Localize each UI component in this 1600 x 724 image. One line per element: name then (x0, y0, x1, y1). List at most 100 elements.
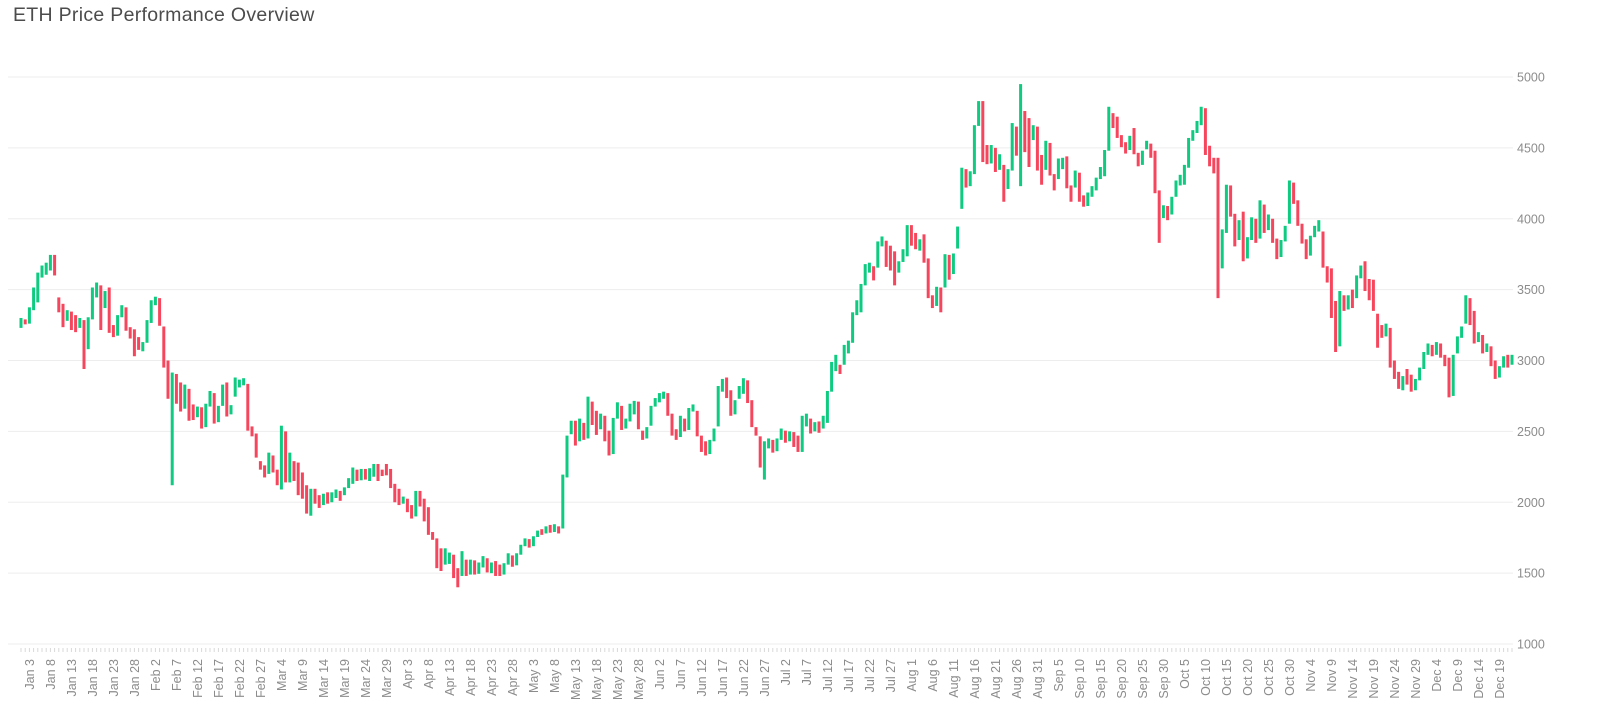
candle-up (565, 435, 569, 478)
candle-up (649, 405, 653, 426)
candle-up (1191, 130, 1195, 141)
x-axis-tick-label: Dec 19 (1493, 659, 1507, 699)
candle-up (1258, 200, 1262, 239)
candle-down (594, 410, 598, 435)
x-axis-tick-label: Nov 9 (1325, 659, 1339, 692)
candle-down (162, 326, 166, 368)
candle-up (145, 320, 149, 343)
candle-down (914, 232, 918, 250)
candle-up (1279, 240, 1283, 258)
candle-down (582, 422, 586, 440)
candle-down (1292, 182, 1296, 204)
candle-down (939, 287, 943, 313)
candle-down (439, 548, 443, 571)
candle-down (1119, 135, 1123, 148)
candle-up (44, 262, 48, 275)
candle-up (775, 438, 779, 452)
candle-up (1355, 275, 1359, 299)
candle-down (263, 465, 267, 478)
candle-down (771, 439, 775, 453)
candle-down (1447, 357, 1451, 398)
candle-up (351, 467, 355, 484)
x-axis-tick-label: Aug 6 (926, 659, 940, 692)
candle-down (200, 407, 204, 429)
candle-down (548, 524, 552, 533)
candle-down (1363, 261, 1367, 292)
candle-down (1376, 313, 1380, 348)
candle-down (456, 568, 460, 588)
candle-up (1451, 354, 1455, 396)
candle-up (183, 384, 187, 409)
candle-down (452, 554, 456, 579)
candle-down (993, 147, 997, 172)
x-axis-tick-label: Nov 19 (1367, 659, 1381, 699)
candle-down (1304, 239, 1308, 260)
candle-up (561, 474, 565, 529)
x-axis-tick-label: Feb 7 (170, 659, 184, 691)
candle-up (1426, 343, 1430, 355)
candle-up (208, 390, 212, 407)
x-axis-tick-label: Oct 5 (1178, 659, 1192, 689)
candle-up (536, 530, 540, 537)
candle-up (1460, 326, 1464, 338)
candle-up (1455, 336, 1459, 354)
candle-up (506, 553, 510, 565)
candle-up (628, 403, 632, 422)
candle-up (1098, 167, 1102, 180)
x-axis-tick-label: Nov 24 (1388, 659, 1402, 699)
candle-down (326, 492, 330, 504)
x-axis-tick-label: Jul 27 (884, 659, 898, 692)
y-axis-tick-label: 2000 (1517, 496, 1545, 510)
candle-up (1313, 225, 1317, 238)
x-axis-tick-label: Aug 21 (989, 659, 1003, 699)
candle-down (1203, 108, 1207, 155)
candle-up (632, 400, 636, 415)
candle-up (149, 300, 153, 323)
candle-down (666, 393, 670, 416)
candle-up (1245, 237, 1249, 259)
candle-up (279, 425, 283, 490)
candle-down (1027, 118, 1031, 168)
x-axis-tick-label: Apr 3 (401, 659, 415, 689)
candle-down (174, 373, 178, 404)
candle-up (851, 312, 855, 343)
x-axis-tick-label: Jun 22 (737, 659, 751, 697)
candle-up (544, 526, 548, 534)
candle-down (405, 498, 409, 513)
candle-up (1338, 291, 1342, 347)
candle-down (1136, 152, 1140, 167)
candle-up (1044, 140, 1048, 170)
candle-up (737, 386, 741, 399)
x-axis-tick-label: Oct 15 (1220, 659, 1234, 696)
candle-up (233, 377, 237, 397)
candle-up (825, 390, 829, 423)
candle-up (951, 253, 955, 275)
candle-up (481, 556, 485, 568)
candle-up (1174, 180, 1178, 197)
candle-down (418, 490, 422, 507)
candle-down (313, 488, 317, 504)
candle-down (884, 240, 888, 267)
candle-up (267, 452, 271, 474)
candle-down (1065, 156, 1069, 189)
candle-down (725, 377, 729, 399)
candle-down (473, 560, 477, 575)
y-axis-tick-label: 4500 (1517, 141, 1545, 155)
candle-down (250, 426, 254, 437)
x-axis-tick-label: Jun 7 (674, 659, 688, 690)
candle-down (1271, 218, 1275, 243)
candle-up (1145, 140, 1149, 150)
x-axis-tick-label: Sep 10 (1073, 659, 1087, 699)
candle-up (414, 490, 418, 517)
candle-up (1128, 135, 1132, 151)
candle-down (750, 400, 754, 428)
candle-down (338, 490, 342, 501)
y-axis-tick-label: 5000 (1517, 71, 1545, 85)
candle-down (607, 430, 611, 456)
candle-down (296, 462, 300, 496)
candle-down (1048, 142, 1052, 176)
candle-down (746, 380, 750, 404)
candle-down (1216, 157, 1220, 299)
x-axis-tick-label: Jun 12 (695, 659, 709, 697)
candle-up (221, 384, 225, 406)
